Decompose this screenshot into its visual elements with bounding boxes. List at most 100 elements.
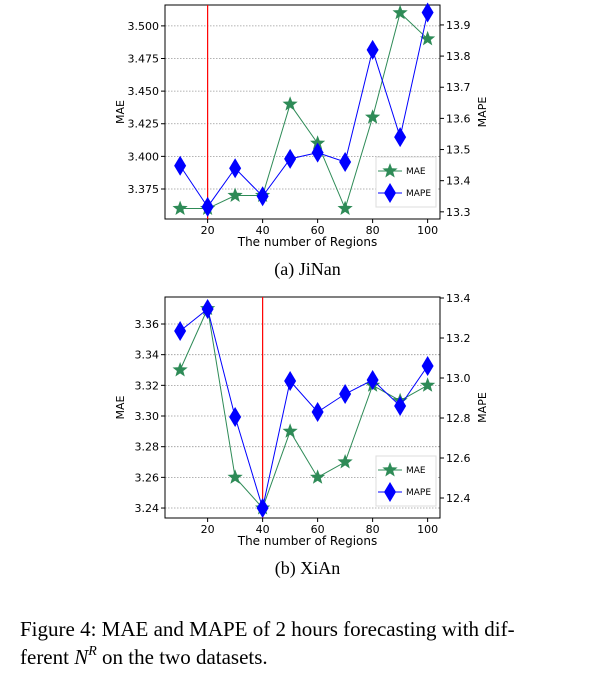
legend-marker	[384, 183, 396, 203]
y-tick-label: 3.34	[135, 349, 160, 362]
marker	[337, 200, 353, 215]
series-line	[179, 12, 429, 208]
series-line	[179, 308, 429, 510]
y-tick-label: 3.400	[128, 150, 160, 163]
series-line	[180, 11, 428, 211]
y-tick-label: 3.36	[135, 318, 160, 331]
y-tick-label: 3.450	[128, 85, 160, 98]
marker	[394, 396, 407, 416]
legend-label: MAPE	[406, 488, 431, 498]
y-tick-label: 3.425	[128, 118, 160, 131]
y-tick-label: 3.28	[135, 441, 160, 454]
y2-tick-label: 12.6	[446, 452, 471, 465]
y2-tick-label: 13.7	[446, 81, 471, 94]
marker	[421, 2, 434, 23]
y2-axis-label: MAPE	[476, 97, 489, 128]
marker	[229, 158, 242, 179]
caption-line: Figure 4: MAE and MAPE of 2 hours foreca…	[20, 617, 515, 641]
legend-label: MAE	[406, 466, 426, 476]
y2-tick-label: 12.4	[446, 492, 471, 505]
y2-tick-label: 13.4	[446, 175, 471, 188]
x-tick-label: 80	[366, 523, 380, 536]
legend-box	[375, 156, 437, 208]
y2-axis-label: MAPE	[476, 392, 489, 423]
legend-marker	[382, 163, 398, 178]
x-axis-label: The number of Regions	[237, 235, 378, 249]
marker	[337, 454, 353, 469]
subcaption: (a) JiNan	[274, 259, 340, 280]
caption-text: on the two datasets.	[97, 645, 268, 669]
y2-tick-label: 13.9	[446, 19, 471, 32]
marker	[365, 109, 381, 124]
marker	[339, 384, 352, 404]
y2-tick-label: 13.0	[446, 372, 471, 385]
subcaption: (b) XiAn	[275, 558, 341, 579]
marker	[311, 142, 324, 163]
x-tick-label: 60	[311, 523, 325, 536]
x-tick-label: 20	[201, 523, 215, 536]
marker	[310, 135, 326, 150]
marker	[227, 187, 243, 202]
caption-superscript: R	[87, 644, 97, 659]
marker	[174, 321, 187, 341]
y2-tick-label: 13.6	[446, 112, 471, 125]
x-tick-label: 100	[417, 224, 438, 237]
plot-frame	[164, 4, 441, 220]
marker	[420, 30, 436, 46]
marker	[227, 469, 243, 484]
marker	[310, 469, 326, 484]
legend-marker	[384, 482, 396, 502]
y2-tick-label: 13.2	[446, 332, 471, 345]
y2-tick-label: 13.8	[446, 50, 471, 63]
marker	[339, 151, 352, 172]
marker	[201, 196, 214, 217]
y-axis-label: MAE	[114, 395, 127, 419]
y-tick-label: 3.475	[128, 53, 160, 66]
marker	[284, 148, 297, 169]
y2-tick-label: 13.4	[446, 292, 471, 305]
legend-marker	[382, 462, 398, 477]
marker	[256, 186, 269, 207]
marker	[311, 402, 324, 422]
y-tick-label: 3.32	[135, 379, 160, 392]
x-tick-label: 40	[256, 523, 270, 536]
marker	[282, 423, 298, 438]
x-tick-label: 80	[366, 224, 380, 237]
marker	[366, 39, 379, 60]
caption-symbol: N	[73, 645, 89, 669]
legend-box	[375, 455, 437, 507]
caption-line: ferent NR on the two datasets.	[20, 644, 268, 669]
y-axis-label: MAE	[114, 100, 127, 124]
plot-frame	[164, 296, 441, 519]
marker	[282, 96, 298, 111]
y-tick-label: 3.500	[128, 20, 160, 33]
marker	[229, 407, 242, 427]
chart: 3.375 3.400 3.425 3.450 3.475 3.500 13.3 13.4 13…	[114, 2, 489, 280]
caption-text: ferent	[20, 645, 74, 669]
marker	[172, 362, 188, 377]
marker	[172, 200, 188, 215]
marker	[256, 498, 269, 518]
chart: 3.24 3.26 3.28 3.30 3.32 3.34 3.36 12.4 12.6 12.8…	[114, 292, 489, 579]
legend-label: MAPE	[406, 189, 431, 199]
y-tick-label: 3.375	[128, 183, 160, 196]
marker	[366, 370, 379, 390]
marker	[421, 356, 434, 376]
marker	[394, 127, 407, 148]
x-tick-label: 60	[311, 224, 325, 237]
x-tick-label: 100	[417, 523, 438, 536]
marker	[284, 371, 297, 391]
marker	[392, 4, 408, 20]
legend-label: MAE	[406, 167, 426, 177]
x-tick-label: 40	[256, 224, 270, 237]
marker	[420, 377, 436, 392]
y2-tick-label: 13.3	[446, 206, 471, 219]
x-tick-label: 20	[201, 224, 215, 237]
y-tick-label: 3.30	[135, 410, 160, 423]
y2-tick-label: 12.8	[446, 412, 471, 425]
x-axis-label: The number of Regions	[237, 534, 378, 548]
y-tick-label: 3.24	[135, 502, 160, 515]
y2-tick-label: 13.5	[446, 144, 471, 157]
marker	[174, 155, 187, 176]
